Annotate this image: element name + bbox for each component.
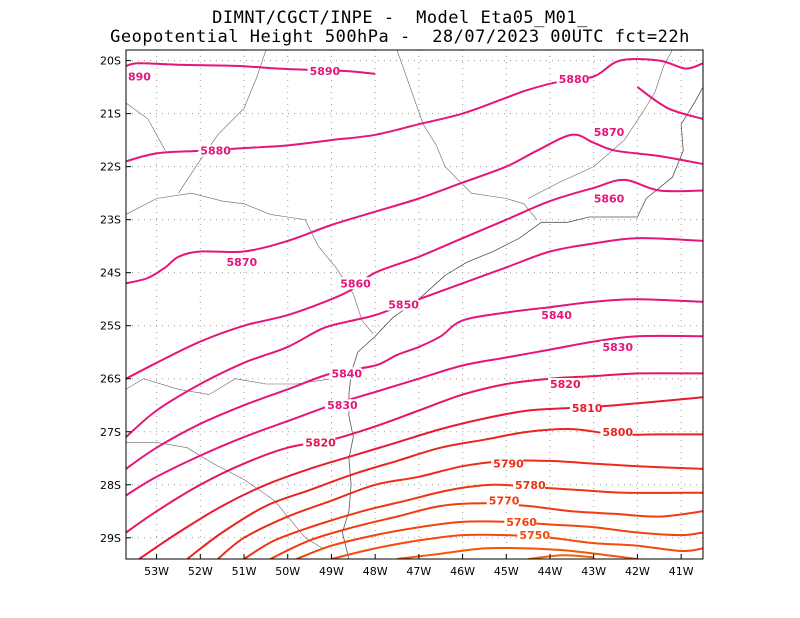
contour-label-bg xyxy=(329,367,362,380)
contour-line xyxy=(269,502,703,559)
contour-label: 5820 xyxy=(550,378,581,391)
chart-title-line-2: Geopotential Height 500hPa - 28/07/2023 … xyxy=(110,27,690,47)
lon-tick-label: 43W xyxy=(581,565,606,578)
coastline xyxy=(341,86,703,559)
lon-tick-label: 41W xyxy=(669,565,694,578)
lon-tick-label: 46W xyxy=(450,565,475,578)
lat-tick-label: 29S xyxy=(100,532,121,545)
contour-label: 5800 xyxy=(602,426,633,439)
contour-label: 5870 xyxy=(594,126,625,139)
state-border xyxy=(396,50,538,220)
contour-label: 5770 xyxy=(489,495,520,508)
contour-line xyxy=(126,62,376,75)
contour-label: 5840 xyxy=(331,367,362,380)
contour-label-bg xyxy=(486,494,519,507)
lon-tick-label: 48W xyxy=(363,565,388,578)
contour-label-bg xyxy=(325,399,358,412)
contour-label: 5830 xyxy=(327,399,358,412)
lon-tick-label: 44W xyxy=(538,565,563,578)
contour-label-bg xyxy=(591,192,624,205)
lat-tick-label: 28S xyxy=(100,479,121,492)
lon-tick-label: 47W xyxy=(406,565,431,578)
plot-frame xyxy=(125,49,704,560)
contour-label-bg xyxy=(569,401,602,414)
contour-label-bg xyxy=(386,298,419,311)
contour-labels: 890 5890 5880 5880 5870 5870 5860 5860 5850 5840 5… xyxy=(126,65,633,542)
contour-label: 5760 xyxy=(506,516,537,529)
contour-label: 5860 xyxy=(340,277,371,290)
contour-line xyxy=(126,133,703,285)
contour-line xyxy=(126,237,703,438)
contour-line xyxy=(528,554,594,559)
contour-label: 5850 xyxy=(388,299,419,312)
contour-line xyxy=(126,372,703,534)
lon-tick-label: 45W xyxy=(494,565,519,578)
contour-label-bg xyxy=(539,309,572,322)
contour-label: 890 xyxy=(128,71,151,84)
lat-tick-label: 20S xyxy=(100,55,121,68)
contour-label: 5790 xyxy=(493,458,524,471)
lat-tick-label: 27S xyxy=(100,426,121,439)
contour-line xyxy=(126,298,703,470)
contour-label: 5880 xyxy=(559,73,590,86)
contour-line xyxy=(331,533,703,559)
state-border xyxy=(178,50,267,194)
contour-line xyxy=(636,86,703,120)
lat-tick-label: 24S xyxy=(100,267,121,280)
contour-label: 5840 xyxy=(541,309,572,322)
contour-label-bg xyxy=(591,126,624,139)
coastline-and-borders xyxy=(126,50,703,559)
lat-tick-label: 22S xyxy=(100,161,121,174)
lon-tick-label: 52W xyxy=(188,565,213,578)
contour-label: 5860 xyxy=(594,192,625,205)
contour-label-bg xyxy=(224,256,257,269)
contour-line xyxy=(126,58,703,163)
contour-line xyxy=(138,396,703,559)
contours xyxy=(126,58,703,559)
state-border xyxy=(126,375,347,395)
contour-label-bg xyxy=(307,65,340,78)
lon-tick-label: 53W xyxy=(144,565,169,578)
lon-tick-label: 49W xyxy=(319,565,344,578)
axis-ticks: 53W 52W 51W 50W 49W 48W 47W 46W 45W 44W 43W 42W 41W 2… xyxy=(100,55,694,578)
contour-label: 5750 xyxy=(519,529,550,542)
contour-label-bg xyxy=(517,529,550,542)
state-border xyxy=(126,192,374,334)
contour-label-bg xyxy=(303,436,336,449)
contour-line xyxy=(126,178,703,380)
contour-label-bg xyxy=(513,478,546,491)
contour-label: 5870 xyxy=(227,256,258,269)
contour-label-bg xyxy=(338,277,371,290)
lon-tick-label: 42W xyxy=(625,565,650,578)
contour-label-bg xyxy=(600,425,633,438)
lon-tick-label: 51W xyxy=(232,565,257,578)
lat-tick-label: 26S xyxy=(100,373,121,386)
contour-line xyxy=(126,334,703,497)
contour-label-bg xyxy=(126,70,151,83)
contour-label-bg xyxy=(600,340,633,353)
lat-tick-label: 23S xyxy=(100,214,121,227)
contour-line xyxy=(396,546,638,559)
contour-label-bg xyxy=(504,515,537,528)
lon-tick-label: 50W xyxy=(275,565,300,578)
contour-line xyxy=(217,459,703,559)
contour-label: 5810 xyxy=(572,402,603,415)
contour-label: 5880 xyxy=(200,145,231,158)
state-border xyxy=(126,102,166,151)
contour-label-bg xyxy=(548,378,581,391)
lat-tick-label: 25S xyxy=(100,320,121,333)
state-border xyxy=(126,442,323,549)
contour-label-bg xyxy=(556,73,589,86)
contour-label-bg xyxy=(198,144,231,157)
chart-title-line-1: DIMNT/CGCT/INPE - Model Eta05_M01_ xyxy=(212,8,588,28)
lat-tick-label: 21S xyxy=(100,108,121,121)
contour-label: 5820 xyxy=(305,436,336,449)
contour-label: 5780 xyxy=(515,479,546,492)
contour-label: 5890 xyxy=(310,65,341,78)
state-border xyxy=(528,50,673,199)
contour-line xyxy=(243,483,703,559)
contour-label: 5830 xyxy=(602,341,633,354)
contour-label-bg xyxy=(491,457,524,470)
